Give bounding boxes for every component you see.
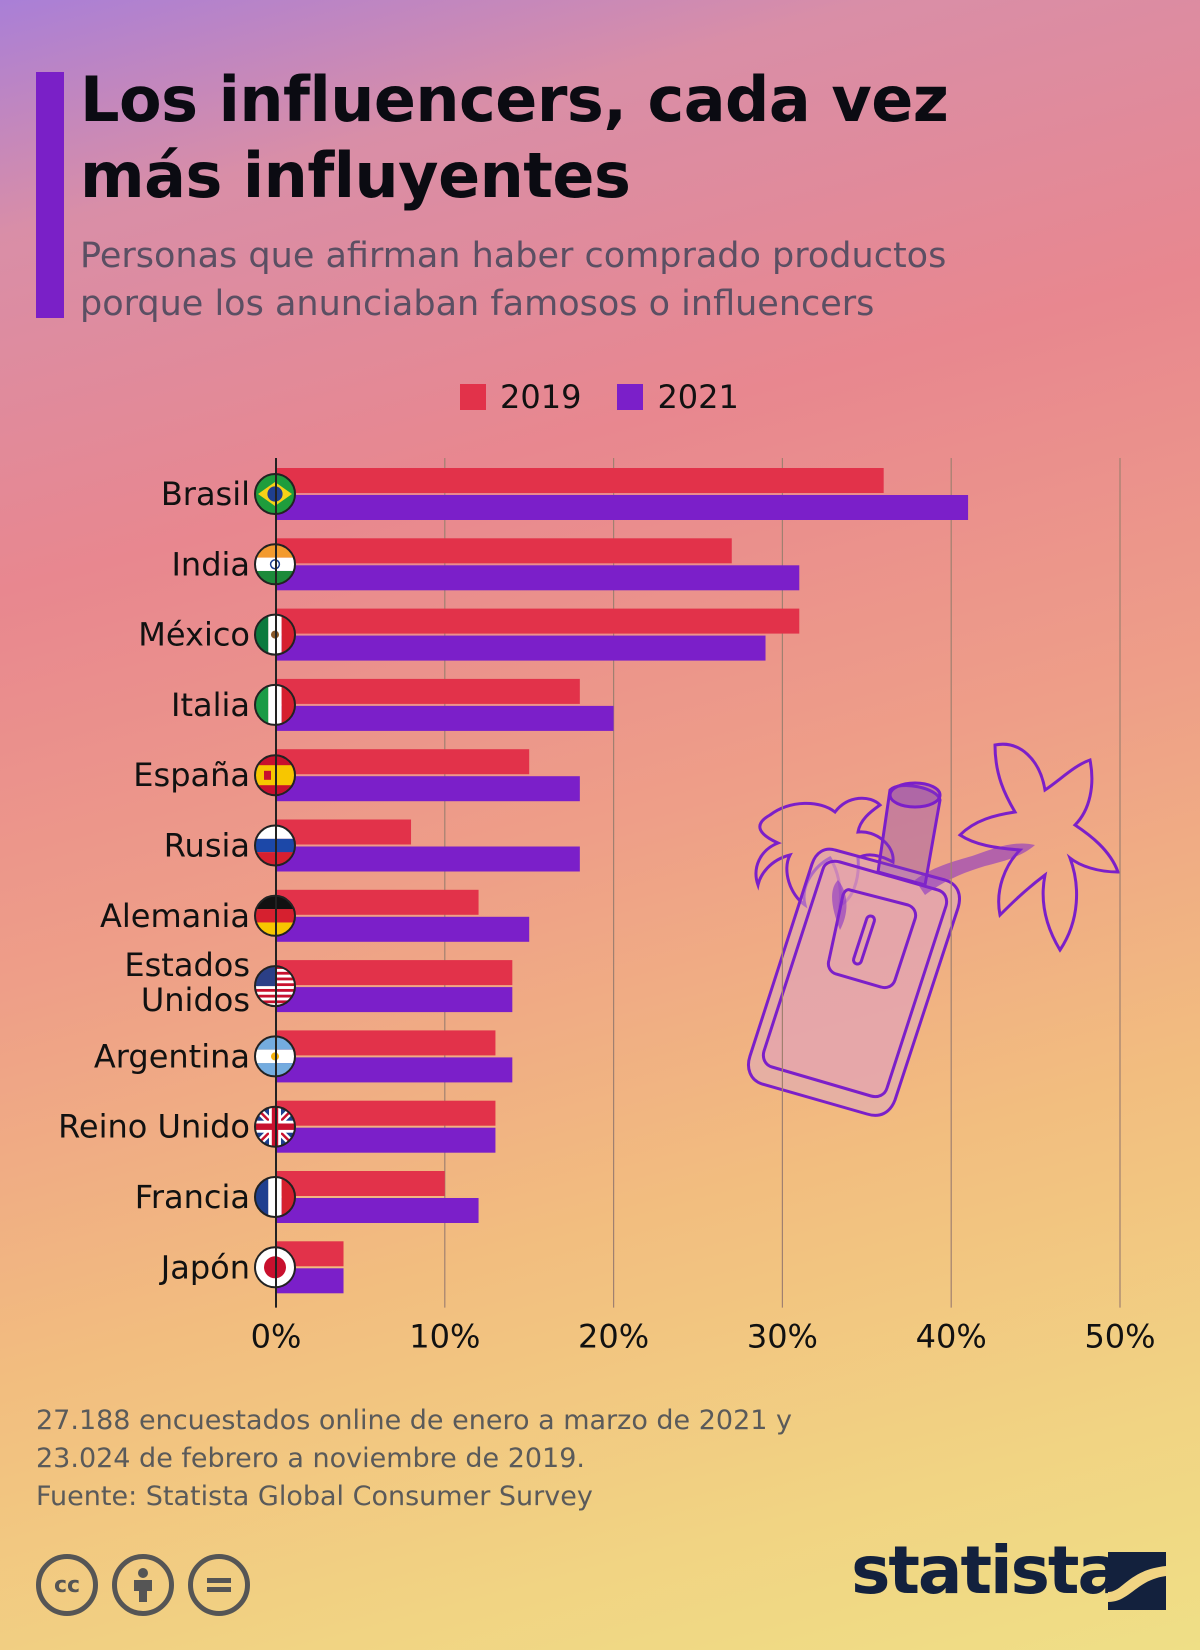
- no-derivatives-icon[interactable]: [188, 1554, 250, 1616]
- bar-2021-méxico: [276, 635, 766, 661]
- cc-icon[interactable]: cc: [36, 1554, 98, 1616]
- bar-chart: Brasil India México Italia España Rusia Aleman…: [58, 458, 1156, 1356]
- category-label: Brasil: [161, 475, 250, 513]
- legend-swatch-2021: [617, 384, 644, 410]
- category-label: Reino Unido: [58, 1108, 250, 1146]
- bar-2021-reino-unido: [276, 1127, 496, 1153]
- page-title: Los influencers, cada vez más influyente…: [80, 63, 949, 212]
- license-icons: cc: [36, 1554, 250, 1616]
- x-tick-label: 40%: [916, 1318, 987, 1356]
- attribution-person-glyph: [134, 1568, 152, 1602]
- palm-leaf-right: [957, 742, 1121, 953]
- lipstick-smear: [915, 843, 1035, 895]
- bars-group: [276, 468, 969, 1294]
- legend-label-2019: 2019: [500, 378, 582, 416]
- bar-2021-francia: [276, 1198, 479, 1223]
- legend: 2019 2021: [460, 378, 739, 416]
- page-subtitle: Personas que afirman haber comprado prod…: [80, 236, 947, 324]
- category-label: Estados Unidos: [124, 946, 250, 1019]
- bar-2019-alemania: [276, 889, 479, 915]
- category-label: Rusia: [164, 827, 250, 865]
- bar-2019-india: [276, 538, 732, 564]
- category-label: Italia: [171, 686, 250, 724]
- legend-swatch-2019: [460, 384, 486, 410]
- x-tick-label: 50%: [1084, 1318, 1155, 1356]
- x-tick-label: 30%: [747, 1318, 818, 1356]
- bar-2021-españa: [276, 776, 580, 802]
- survey-notes: 27.188 encuestados online de enero a mar…: [36, 1405, 793, 1474]
- lipstick-smear-left: [832, 880, 847, 930]
- category-label: México: [138, 616, 250, 654]
- bar-2019-reino-unido: [276, 1100, 496, 1126]
- bar-2021-brasil: [276, 495, 969, 520]
- category-label: Alemania: [100, 897, 250, 935]
- bar-2019-rusia: [276, 819, 412, 845]
- source-text: Fuente: Statista Global Consumer Survey: [36, 1481, 593, 1512]
- statista-logo-icon: [1108, 1552, 1166, 1610]
- equals-glyph: [207, 1578, 231, 1592]
- category-label: India: [171, 545, 250, 583]
- statista-logo-text[interactable]: statista: [851, 1532, 1122, 1609]
- category-label: Argentina: [94, 1037, 250, 1075]
- bar-2019-brasil: [276, 468, 884, 493]
- phone-lipstick-illustration: [747, 742, 1121, 1117]
- x-tick-label: 20%: [578, 1318, 649, 1356]
- bar-2019-francia: [276, 1171, 445, 1196]
- category-labels: Brasil India México Italia España Rusia Aleman…: [58, 475, 250, 1286]
- bar-2019-españa: [276, 749, 530, 775]
- bar-2021-argentina: [276, 1057, 513, 1083]
- lipstick-cap: [888, 781, 942, 809]
- x-tick-label: 0%: [251, 1318, 302, 1356]
- legend-label-2021: 2021: [657, 378, 739, 416]
- france-flag: [254, 1176, 296, 1218]
- bar-2019-estados-unidos: [276, 960, 513, 986]
- bar-2021-india: [276, 565, 800, 591]
- attribution-icon[interactable]: [112, 1554, 174, 1616]
- legend-item-2021: 2021: [617, 378, 739, 416]
- category-label: Japón: [159, 1248, 250, 1286]
- bar-2021-italia: [276, 705, 614, 731]
- bar-2019-italia: [276, 678, 580, 704]
- bar-2019-argentina: [276, 1030, 496, 1056]
- bar-2019-méxico: [276, 608, 800, 634]
- bar-2021-rusia: [276, 846, 580, 872]
- x-tick-label: 10%: [409, 1318, 480, 1356]
- title-accent-bar: [36, 72, 64, 318]
- x-axis-ticks: 0% 10% 20% 30% 40% 50%: [251, 1318, 1156, 1356]
- bar-2021-alemania: [276, 916, 530, 942]
- bar-2021-estados-unidos: [276, 987, 513, 1013]
- category-label: España: [133, 756, 250, 794]
- lipstick-highlight: [852, 914, 876, 966]
- legend-item-2019: 2019: [460, 378, 581, 416]
- category-label: Francia: [135, 1178, 250, 1216]
